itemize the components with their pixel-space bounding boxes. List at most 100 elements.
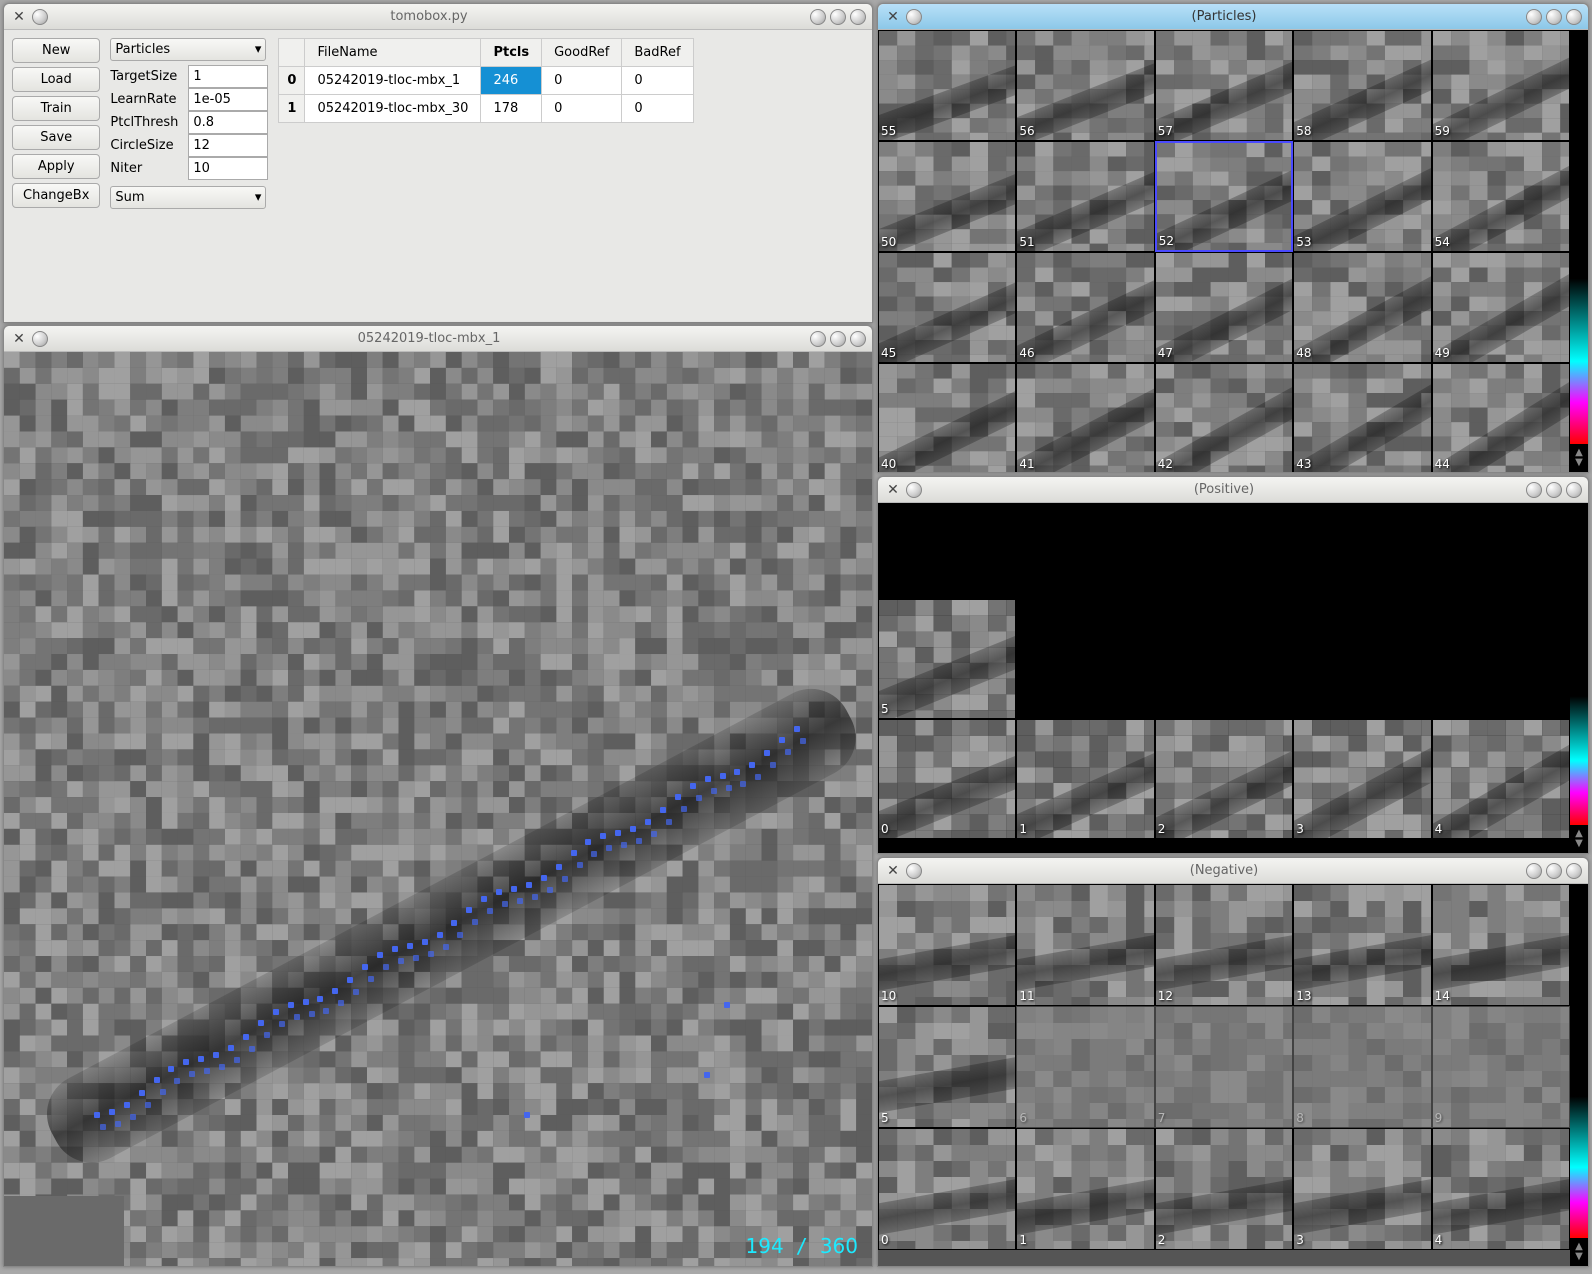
table-cell[interactable]: 0 (622, 95, 693, 123)
particle-marker[interactable] (511, 886, 517, 892)
thumbnail[interactable]: 52 (1155, 141, 1293, 252)
row-header[interactable]: 1 (279, 95, 305, 123)
particle-marker[interactable] (615, 830, 621, 836)
table-cell[interactable]: 0 (622, 67, 693, 95)
tomogram-view[interactable]: 194 / 360 (4, 352, 872, 1266)
col-goodref[interactable]: GoodRef (542, 39, 622, 67)
train-button[interactable]: Train (12, 96, 100, 121)
thumbnail[interactable]: 1 (1016, 719, 1154, 839)
table-cell[interactable]: 246 (481, 67, 542, 95)
particle-marker[interactable] (317, 996, 323, 1002)
thumbnail[interactable]: 55 (878, 30, 1016, 141)
circlesize-input[interactable] (188, 134, 268, 157)
particle-marker[interactable] (243, 1034, 249, 1040)
window-menu-icon[interactable]: ✕ (10, 331, 28, 347)
particle-marker[interactable] (332, 988, 338, 994)
thumbnail[interactable]: 57 (1155, 30, 1293, 141)
particle-marker[interactable] (451, 920, 457, 926)
value-strip[interactable]: ▲▼ (1570, 503, 1588, 853)
maximize-icon[interactable] (1546, 9, 1562, 25)
particle-marker[interactable] (556, 864, 562, 870)
particle-marker[interactable] (168, 1066, 174, 1072)
particle-marker[interactable] (258, 1020, 264, 1026)
thumbnail[interactable]: 58 (1293, 30, 1431, 141)
maximize-icon[interactable] (1546, 482, 1562, 498)
table-cell[interactable]: 05242019-tloc-mbx_1 (305, 67, 481, 95)
thumbnail[interactable]: 49 (1432, 252, 1570, 363)
particle-marker[interactable] (198, 1056, 204, 1062)
col-badref[interactable]: BadRef (622, 39, 693, 67)
new-button[interactable]: New (12, 38, 100, 63)
particle-marker[interactable] (734, 769, 740, 775)
particle-marker[interactable] (303, 999, 309, 1005)
thumbnail[interactable]: 0 (878, 719, 1016, 839)
thumbnail[interactable]: 7 (1155, 1006, 1293, 1128)
thumbnail[interactable]: 9 (1432, 1006, 1570, 1128)
scroll-arrows-icon[interactable]: ▲▼ (1570, 1238, 1588, 1266)
table-cell[interactable]: 0 (542, 95, 622, 123)
thumbnail[interactable]: 6 (1016, 1006, 1154, 1128)
titlebar-main[interactable]: ✕ tomobox.py (4, 4, 872, 30)
table-cell[interactable]: 178 (481, 95, 542, 123)
particle-marker[interactable] (183, 1059, 189, 1065)
niter-input[interactable] (188, 157, 268, 180)
thumbnail[interactable]: 4 (1432, 719, 1570, 839)
particle-marker[interactable] (720, 773, 726, 779)
close-icon[interactable] (850, 9, 866, 25)
particle-marker[interactable] (541, 875, 547, 881)
particle-marker[interactable] (526, 882, 532, 888)
particle-marker[interactable] (645, 819, 651, 825)
thumbnail[interactable]: 3 (1293, 719, 1431, 839)
col-ptcls[interactable]: Ptcls (481, 39, 542, 67)
minimize-icon[interactable] (810, 331, 826, 347)
file-table[interactable]: FileNamePtclsGoodRefBadRef005242019-tloc… (278, 38, 693, 123)
thumbnail[interactable]: 59 (1432, 30, 1570, 141)
thumbnail[interactable]: 5 (878, 1006, 1016, 1128)
thumbnail[interactable]: 2 (1155, 719, 1293, 839)
apply-button[interactable]: Apply (12, 154, 100, 179)
thumbnail[interactable]: 54 (1432, 141, 1570, 252)
titlebar-particles[interactable]: ✕ (Particles) (878, 4, 1588, 30)
maximize-icon[interactable] (1546, 863, 1562, 879)
thumbnail[interactable]: 41 (1016, 363, 1154, 472)
maximize-icon[interactable] (830, 9, 846, 25)
thumbnail[interactable]: 43 (1293, 363, 1431, 472)
window-menu-icon[interactable]: ✕ (884, 863, 902, 879)
value-strip[interactable]: ▲▼ (1570, 30, 1588, 472)
particle-marker[interactable] (571, 850, 577, 856)
titlebar-positive[interactable]: ✕ (Positive) (878, 477, 1588, 503)
row-header[interactable]: 0 (279, 67, 305, 95)
particle-marker[interactable] (347, 977, 353, 983)
table-cell[interactable]: 0 (542, 67, 622, 95)
close-icon[interactable] (850, 331, 866, 347)
window-button[interactable] (906, 9, 922, 25)
window-button[interactable] (32, 331, 48, 347)
thumbnail[interactable]: 1 (1016, 1128, 1154, 1250)
thumbnail[interactable]: 44 (1432, 363, 1570, 472)
scroll-arrows-icon[interactable]: ▲▼ (1570, 825, 1588, 853)
particle-marker[interactable] (109, 1109, 115, 1115)
particle-marker[interactable] (660, 807, 666, 813)
thumbnail[interactable]: 45 (878, 252, 1016, 363)
positive-grid[interactable]: 501234▲▼ (878, 503, 1588, 853)
particle-marker[interactable] (213, 1052, 219, 1058)
particle-marker[interactable] (362, 964, 368, 970)
particle-marker[interactable] (124, 1102, 130, 1108)
thumbnail[interactable]: 14 (1432, 884, 1570, 1006)
save-button[interactable]: Save (12, 125, 100, 150)
particle-marker[interactable] (779, 737, 785, 743)
minimize-icon[interactable] (1526, 863, 1542, 879)
particles-grid[interactable]: 5556575859505152535445464748494041424344… (878, 30, 1588, 472)
particle-marker[interactable] (466, 907, 472, 913)
thumbnail[interactable]: 53 (1293, 141, 1431, 252)
particle-marker[interactable] (94, 1112, 100, 1118)
table-cell[interactable]: 05242019-tloc-mbx_30 (305, 95, 481, 123)
particle-marker[interactable] (630, 826, 636, 832)
particle-marker[interactable] (422, 939, 428, 945)
close-icon[interactable] (1566, 482, 1582, 498)
window-menu-icon[interactable]: ✕ (884, 9, 902, 25)
titlebar-negative[interactable]: ✕ (Negative) (878, 858, 1588, 884)
thumbnail[interactable]: 46 (1016, 252, 1154, 363)
particle-marker[interactable] (154, 1077, 160, 1083)
learnrate-input[interactable] (188, 88, 268, 111)
